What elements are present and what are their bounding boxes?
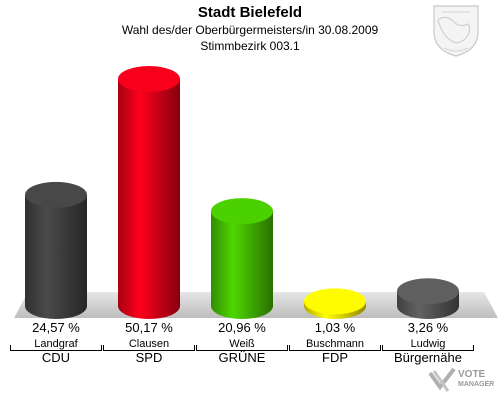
city-crest-icon — [433, 5, 479, 57]
bar-cdu — [25, 181, 87, 319]
bar-body-cdu — [25, 194, 87, 319]
value-label-fdp: 1,03 % — [314, 320, 356, 335]
watermark-line1: VOTE — [458, 369, 486, 380]
candidate-label-cdu: Landgraf — [34, 338, 78, 350]
bar-body-gruene — [211, 211, 273, 319]
bar-gruene — [211, 198, 273, 319]
vote-manager-logo-icon — [428, 367, 456, 392]
candidate-label-gruene: Weiß — [229, 338, 255, 350]
candidate-label-spd: Clausen — [128, 338, 170, 350]
party-label-buergernaehe: Bürgernähe — [382, 345, 474, 365]
value-label-gruene: 20,96 % — [218, 320, 266, 335]
party-label-cdu: CDU — [10, 345, 102, 365]
bar-spd — [118, 66, 180, 319]
bar-top-buergernaehe — [397, 278, 459, 305]
candidate-label-buergernaehe: Ludwig — [410, 338, 446, 350]
bar-top-gruene — [211, 198, 273, 225]
watermark-line2: MANAGER — [458, 381, 495, 388]
party-label-spd: SPD — [103, 345, 195, 365]
bar-fdp — [304, 288, 366, 319]
bar-body-spd — [118, 79, 180, 319]
election-subtitle: Wahl des/der Oberbürgermeisters/in 30.08… — [121, 23, 379, 37]
value-label-buergernaehe: 3,26 % — [407, 320, 449, 335]
chart-title: Stadt Bielefeld — [197, 4, 303, 21]
district-label: Stimmbezirk 003.1 — [200, 39, 300, 53]
bar-top-cdu — [25, 181, 87, 208]
bar-top-spd — [118, 66, 180, 92]
value-label-cdu: 24,57 % — [32, 320, 80, 335]
value-label-spd: 50,17 % — [125, 320, 173, 335]
candidate-label-fdp: Buschmann — [305, 338, 365, 350]
bar-buergernaehe — [397, 278, 459, 319]
party-label-gruene: GRÜNE — [196, 345, 288, 365]
bar-top-fdp — [304, 288, 366, 315]
vote-manager-wordmark: VOTE MANAGER — [458, 370, 494, 390]
party-label-fdp: FDP — [289, 345, 381, 365]
